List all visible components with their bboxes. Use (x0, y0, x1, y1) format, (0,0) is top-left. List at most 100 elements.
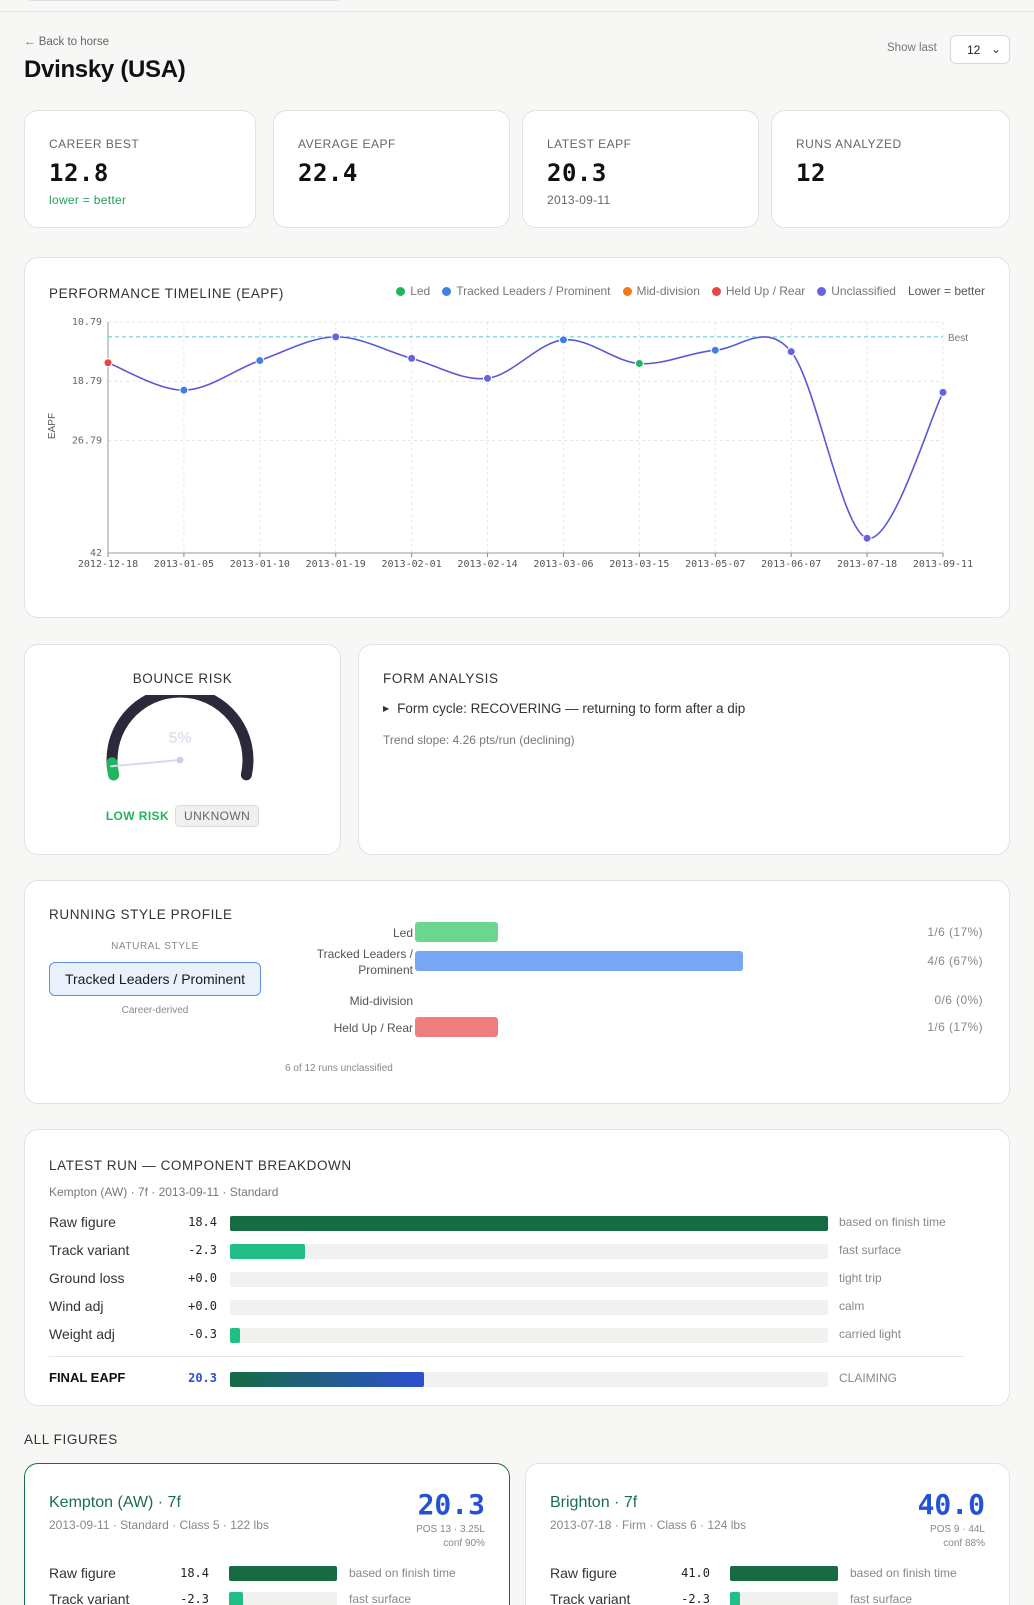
component-track (230, 1300, 828, 1315)
best-line-label: Best (948, 333, 968, 344)
legend-item-mid: Mid-division (622, 284, 700, 298)
form-analysis-card: FORM ANALYSIS ▶ Form cycle: RECOVERING — … (358, 644, 1010, 855)
component-track (730, 1566, 838, 1581)
component-name: Track variant (550, 1591, 631, 1605)
unclassified-note: 6 of 12 runs unclassified (285, 1063, 393, 1074)
component-bar (230, 1244, 305, 1259)
figure-confidence: conf 88% (943, 1538, 985, 1549)
figure-card-1[interactable]: Kempton (AW) · 7f 2013-09-11 · Standard … (24, 1463, 510, 1605)
figure-eapf: 40.0 (917, 1488, 985, 1521)
trend-slope: Trend slope: 4.26 pts/run (declining) (383, 733, 575, 747)
x-tick-label: 2013-01-10 (230, 559, 290, 570)
figure-row: Track variant -2.3 fast surface (49, 1590, 489, 1605)
component-breakdown-card: LATEST RUN — COMPONENT BREAKDOWN Kempton… (24, 1129, 1010, 1406)
figure-card-2[interactable]: Brighton · 7f 2013-07-18 · Firm · Class … (525, 1463, 1010, 1605)
bounce-risk-title: BOUNCE RISK (132, 671, 233, 686)
component-value: 18.4 (180, 1566, 209, 1580)
bounce-risk-card: BOUNCE RISK 5% LOW RISK UNKNOWN (24, 644, 341, 855)
form-cycle-bullet: ▶ Form cycle: RECOVERING — returning to f… (383, 701, 746, 716)
component-value: +0.0 (188, 1299, 217, 1313)
data-point (710, 345, 720, 355)
natural-style-chip[interactable]: Tracked Leaders / Prominent (49, 962, 261, 996)
style-bar (415, 922, 498, 942)
final-eapf-track (230, 1372, 828, 1387)
breakdown-row: Track variant -2.3 fast surface (49, 1240, 961, 1260)
x-tick-label: 2013-03-06 (533, 559, 593, 570)
x-tick-label: 2013-07-18 (837, 559, 897, 570)
x-tick-label: 2013-03-15 (609, 559, 669, 570)
chevron-down-icon: ⌄ (990, 42, 1001, 56)
y-tick-label: 26.79 (72, 435, 102, 446)
component-name: Track variant (49, 1242, 130, 1258)
component-name: Raw figure (550, 1565, 617, 1581)
x-tick-label: 2013-01-19 (306, 559, 366, 570)
data-point (103, 358, 113, 368)
search-bar[interactable] (24, 0, 344, 1)
data-point (786, 347, 796, 357)
style-row-label: Held Up / Rear (333, 1021, 413, 1035)
component-value: -2.3 (180, 1592, 209, 1605)
style-row-label: Mid-division (349, 994, 413, 1008)
component-value: -0.3 (188, 1327, 217, 1341)
show-last-label: Show last (887, 42, 937, 54)
legend-item-unclassified: Unclassified (817, 284, 896, 298)
back-link[interactable]: ← Back to horse (24, 36, 110, 48)
show-last-select[interactable]: 12 ⌄ (950, 35, 1010, 64)
style-row-fraction: 0/6 (0%) (934, 993, 983, 1007)
stat-card-career-best: CAREER BEST 12.8 lower = better (24, 110, 256, 228)
component-note: fast surface (349, 1592, 412, 1605)
stat-label: LATEST EAPF (547, 137, 632, 151)
gauge-percent: 5% (168, 730, 191, 747)
figure-position: POS 13 · 3.25L (416, 1524, 485, 1535)
style-row-fraction: 1/6 (17%) (927, 1020, 983, 1034)
gauge-hub (176, 756, 184, 764)
stat-sub: 2013-09-11 (547, 193, 611, 207)
component-name: Track variant (49, 1591, 130, 1605)
header-divider (0, 11, 1034, 12)
breakdown-subtitle: Kempton (AW) · 7f · 2013-09-11 · Standar… (49, 1185, 279, 1199)
component-value: 18.4 (188, 1215, 217, 1229)
component-note: fast surface (839, 1243, 902, 1257)
final-eapf-note: CLAIMING (839, 1371, 898, 1385)
x-tick-label: 2013-09-11 (913, 559, 973, 570)
stat-label: RUNS ANALYZED (796, 137, 902, 151)
stat-card-average-eapf: AVERAGE EAPF 22.4 (273, 110, 510, 228)
natural-style-label: NATURAL STYLE (111, 941, 199, 952)
stat-value: 12 (796, 159, 826, 187)
component-bar (230, 1216, 828, 1231)
running-style-title: RUNNING STYLE PROFILE (49, 907, 233, 922)
page-title: Dvinsky (USA) (24, 56, 186, 83)
component-track (230, 1328, 828, 1343)
career-derived-label: Career-derived (121, 1005, 189, 1016)
style-row-fraction: 1/6 (17%) (927, 925, 983, 939)
figure-row: Raw figure 41.0 based on finish time (550, 1564, 990, 1582)
breakdown-divider (49, 1356, 963, 1357)
lower-better-note: Lower = better (907, 284, 985, 298)
final-eapf-row: FINAL EAPF 20.3 CLAIMING (49, 1368, 961, 1388)
figure-meta: 2013-09-11 · Standard · Class 5 · 122 lb… (49, 1518, 269, 1532)
legend-item-led: Led (396, 284, 430, 298)
figure-meta: 2013-07-18 · Firm · Class 6 · 124 lbs (550, 1518, 747, 1532)
y-tick-label: 18.79 (72, 376, 102, 387)
figure-confidence: conf 90% (443, 1538, 485, 1549)
data-point (862, 533, 872, 543)
stat-label: AVERAGE EAPF (298, 137, 396, 151)
data-point (331, 332, 341, 342)
gauge-needle (110, 759, 181, 768)
component-note: based on finish time (839, 1215, 946, 1229)
component-track (229, 1592, 337, 1605)
component-note: based on finish time (850, 1566, 957, 1580)
timeline-title: PERFORMANCE TIMELINE (EAPF) (49, 286, 284, 301)
component-bar (730, 1566, 838, 1581)
breakdown-title: LATEST RUN — COMPONENT BREAKDOWN (49, 1158, 352, 1173)
stat-value: 12.8 (49, 159, 109, 187)
component-bar (229, 1592, 243, 1605)
stat-card-runs-analyzed: RUNS ANALYZED 12 (771, 110, 1010, 228)
bounce-gauge: 5% (106, 695, 254, 781)
final-eapf-value: 20.3 (188, 1371, 217, 1385)
data-point (483, 373, 493, 383)
component-bar (730, 1592, 740, 1605)
style-row-label: Tracked Leaders / Prominent (316, 947, 413, 977)
stat-value: 20.3 (547, 159, 607, 187)
